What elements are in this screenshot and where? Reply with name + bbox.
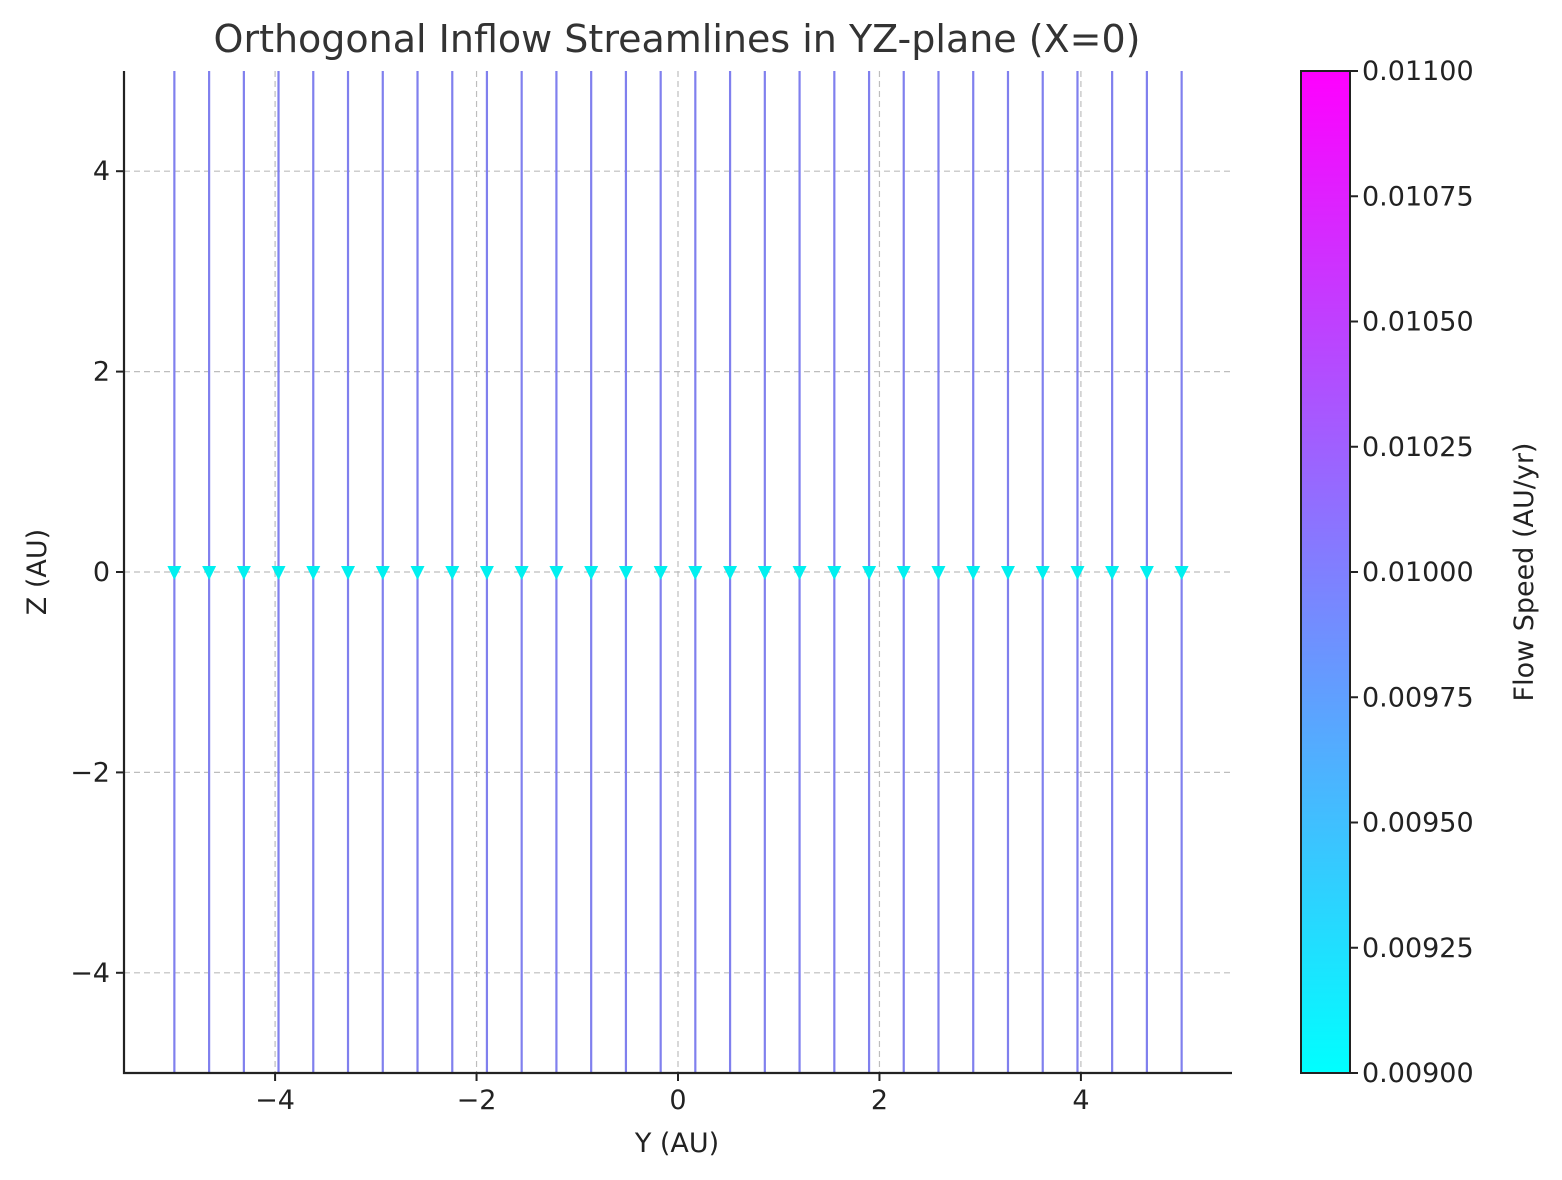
colorbar-tick-label: 0.00975 bbox=[1362, 682, 1474, 713]
streamline-arrow bbox=[896, 566, 911, 580]
colorbar-tick-label: 0.01000 bbox=[1362, 557, 1474, 588]
colorbar-tick-label: 0.00950 bbox=[1362, 808, 1474, 839]
streamline-arrow bbox=[445, 566, 460, 580]
y-axis-label: Z (AU) bbox=[22, 529, 53, 615]
streamline-arrow bbox=[757, 566, 772, 580]
streamline-arrow bbox=[653, 566, 668, 580]
x-tick-label: 2 bbox=[871, 1085, 888, 1116]
colorbar-tick-label: 0.00900 bbox=[1362, 1058, 1474, 1089]
streamline-arrow bbox=[514, 566, 529, 580]
streamline-arrow bbox=[410, 566, 425, 580]
x-tick-label: 0 bbox=[669, 1085, 686, 1116]
streamline-arrow bbox=[1035, 566, 1050, 580]
x-tick-label: −2 bbox=[457, 1085, 497, 1116]
colorbar-ticks: 0.00900 0.00925 0.00950 0.00975 0.01000 0.010… bbox=[1350, 56, 1474, 1089]
plot-axes bbox=[122, 71, 1232, 1075]
colorbar-tick-label: 0.01075 bbox=[1362, 181, 1474, 212]
y-tick-label: 0 bbox=[93, 557, 110, 588]
streamline-arrow bbox=[341, 566, 356, 580]
x-tick-label: −4 bbox=[255, 1085, 295, 1116]
streamline-arrow bbox=[236, 566, 251, 580]
streamline-arrow bbox=[1000, 566, 1015, 580]
y-tick-label: 2 bbox=[93, 357, 110, 388]
y-tick-label: −2 bbox=[70, 757, 110, 788]
streamline-arrow bbox=[931, 566, 946, 580]
streamline-arrow bbox=[862, 566, 877, 580]
colorbar-label: Flow Speed (AU/yr) bbox=[1509, 443, 1540, 702]
colorbar bbox=[1300, 70, 1351, 1074]
streamline-arrow bbox=[618, 566, 633, 580]
colorbar-tick-label: 0.00925 bbox=[1362, 933, 1474, 964]
stream-arrows bbox=[167, 566, 1189, 580]
streamline-arrow bbox=[479, 566, 494, 580]
chart-title: Orthogonal Inflow Streamlines in YZ-plan… bbox=[214, 17, 1141, 61]
y-tick-label: 4 bbox=[93, 156, 110, 187]
colorbar-tick-label: 0.01100 bbox=[1362, 56, 1474, 87]
streamline-arrow bbox=[271, 566, 286, 580]
grid bbox=[124, 71, 1232, 1073]
streamline-arrow bbox=[549, 566, 564, 580]
streamline-arrow bbox=[723, 566, 738, 580]
x-axis-label: Y (AU) bbox=[634, 1128, 719, 1159]
streamline-arrow bbox=[584, 566, 599, 580]
streamline-arrow bbox=[1139, 566, 1154, 580]
streamline-arrow bbox=[827, 566, 842, 580]
streamline-arrow bbox=[202, 566, 217, 580]
y-axis-ticks: −4 −2 0 2 4 bbox=[70, 156, 124, 989]
streamline-arrow bbox=[306, 566, 321, 580]
streamline-arrow bbox=[167, 566, 182, 580]
streamline-arrow bbox=[375, 566, 390, 580]
streamline-arrow bbox=[792, 566, 807, 580]
colorbar-tick-label: 0.01050 bbox=[1362, 307, 1474, 338]
y-tick-label: −4 bbox=[70, 958, 110, 989]
streamline-arrow bbox=[1174, 566, 1189, 580]
streamline-arrow bbox=[1070, 566, 1085, 580]
colorbar-tick-label: 0.01025 bbox=[1362, 432, 1474, 463]
streamline-arrow bbox=[688, 566, 703, 580]
streamline-arrow bbox=[1105, 566, 1120, 580]
x-axis-ticks: −4 −2 0 2 4 bbox=[255, 1073, 1090, 1116]
x-tick-label: 4 bbox=[1072, 1085, 1089, 1116]
streamline-arrow bbox=[966, 566, 981, 580]
